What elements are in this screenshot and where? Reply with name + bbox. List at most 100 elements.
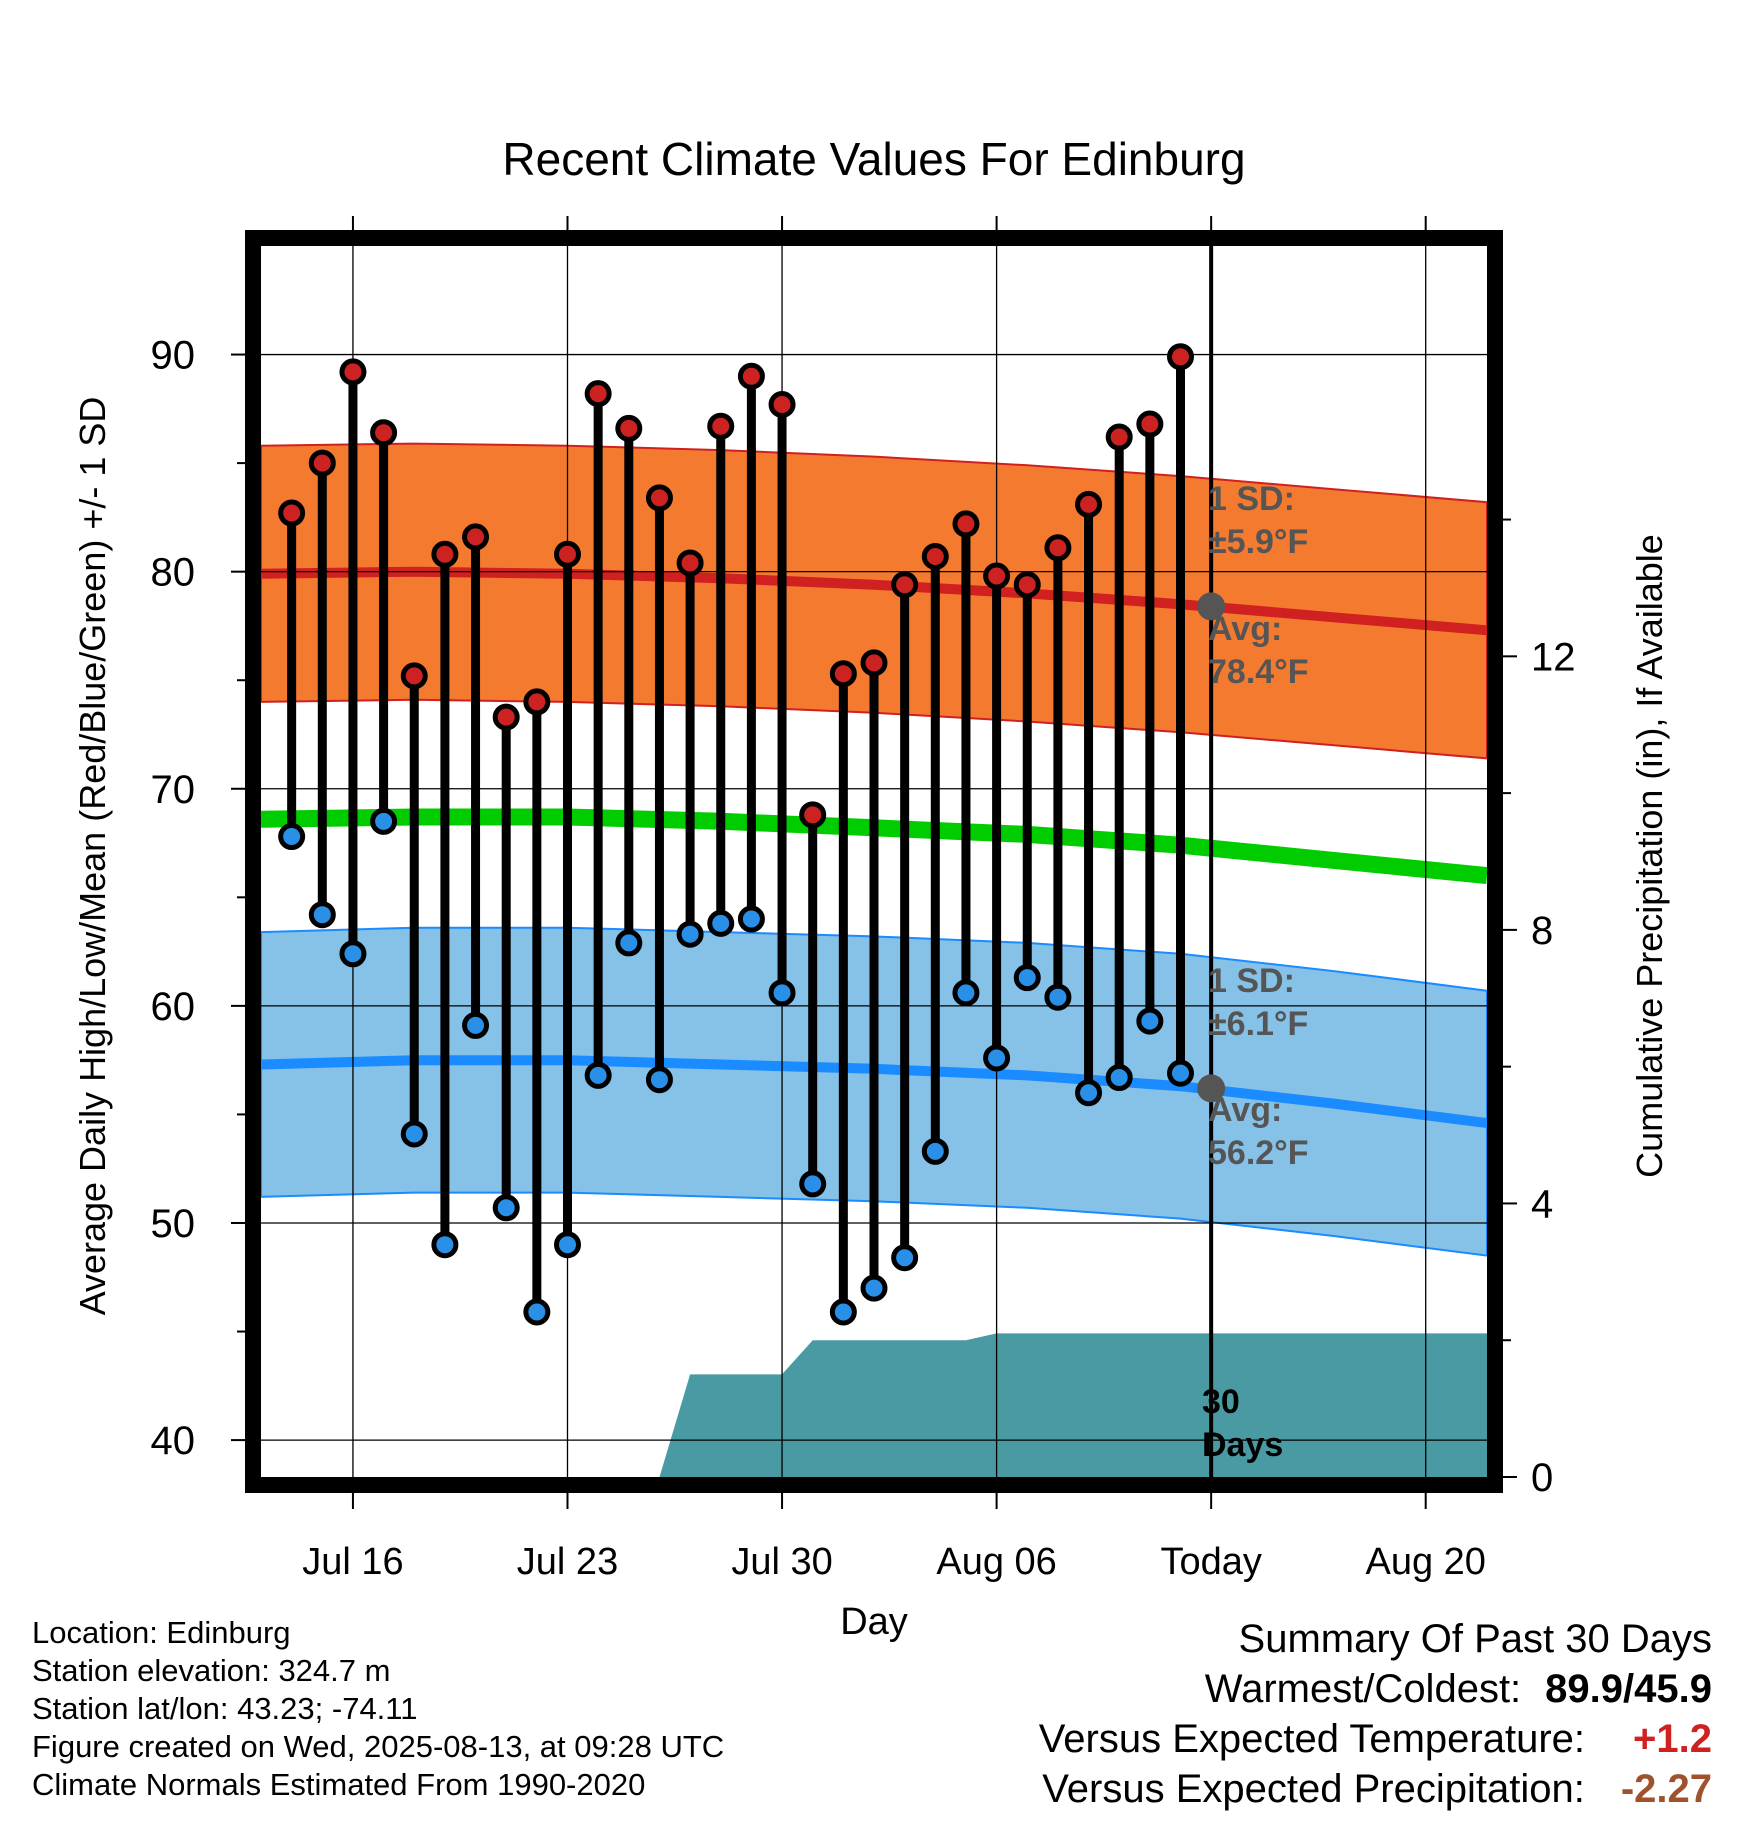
days-count: 30 xyxy=(1202,1383,1240,1421)
low-temp-point xyxy=(615,929,643,957)
daily-temperature-marks xyxy=(278,343,1194,1326)
y2-tick-label: 12 xyxy=(1531,635,1576,679)
high-temp-point xyxy=(1167,343,1194,371)
high-temp-point xyxy=(462,523,490,551)
precipitation-area xyxy=(659,1333,1487,1477)
y-tick-label: 50 xyxy=(151,1202,196,1246)
high-temp-point xyxy=(523,688,551,716)
low-temp-point xyxy=(1167,1059,1194,1087)
high-temp-point xyxy=(400,662,428,690)
high-temp-point xyxy=(492,703,520,731)
y-tick-label: 90 xyxy=(151,334,196,378)
high-temp-point xyxy=(339,358,367,386)
low-temp-point xyxy=(1075,1079,1103,1107)
band-annotations: 1 SD: ±5.9°F Avg: 78.4°F 1 SD: ±6.1°F Av… xyxy=(1202,480,1309,1464)
y-tick-label: 60 xyxy=(151,985,196,1029)
x-tick-label: Jul 16 xyxy=(302,1541,403,1583)
warm-cold-value: 89.9/45.9 xyxy=(1545,1667,1712,1711)
high-temp-point xyxy=(645,484,673,512)
normals-text: Climate Normals Estimated From 1990-2020 xyxy=(32,1767,646,1802)
high-temp-point xyxy=(768,390,796,418)
low-temp-point xyxy=(952,979,980,1007)
precip-label: Versus Expected Precipitation: xyxy=(1042,1767,1585,1811)
high-avg-title: Avg: xyxy=(1208,610,1282,648)
low-temp-point xyxy=(676,920,704,948)
high-temp-point xyxy=(431,540,459,568)
low-temp-point xyxy=(645,1066,673,1094)
plot-frame xyxy=(245,230,1503,1493)
low-temp-point xyxy=(400,1120,428,1148)
low-avg-value: 56.2°F xyxy=(1208,1134,1309,1172)
y2-tick-label: 8 xyxy=(1531,909,1553,953)
low-temp-point xyxy=(523,1298,551,1326)
summary-warm-cold: Warmest/Coldest: 89.9/45.9 xyxy=(812,1664,1712,1714)
high-temp-point xyxy=(952,510,980,538)
temp-value: +1.2 xyxy=(1633,1717,1712,1761)
low-temp-point xyxy=(860,1274,888,1302)
high-normal-line xyxy=(260,566,1488,636)
today-low-avg-dot xyxy=(1197,1074,1226,1103)
low-avg-title: Avg: xyxy=(1208,1091,1282,1129)
low-temp-point xyxy=(492,1194,520,1222)
low-temp-point xyxy=(584,1061,612,1089)
today-line xyxy=(1197,246,1226,1477)
high-temp-point xyxy=(1105,423,1133,451)
high-temp-point xyxy=(1013,571,1041,599)
high-temp-point xyxy=(737,362,765,390)
high-temp-point xyxy=(829,660,857,688)
x-tick-label: Aug 06 xyxy=(936,1541,1056,1583)
low-temp-point xyxy=(339,940,367,968)
y2-tick-label: 0 xyxy=(1531,1456,1553,1500)
warm-cold-label: Warmest/Coldest: xyxy=(1204,1667,1522,1711)
low-temp-point xyxy=(431,1231,459,1259)
chart-title: Recent Climate Values For Edinburg xyxy=(502,133,1245,185)
y2-axis-label: Cumulative Precipitation (in), If Availa… xyxy=(1629,534,1670,1178)
low-temp-point xyxy=(1013,964,1041,992)
high-temp-point xyxy=(1075,490,1103,518)
low-temp-point xyxy=(278,823,306,851)
high-temp-point xyxy=(1044,534,1072,562)
axes: 40 50 60 70 80 90 0 4 8 12 Jul 16 Jul 23 Jul 30 Aug 0… xyxy=(151,216,1576,1583)
summary-temp: Versus Expected Temperature: +1.2 xyxy=(812,1714,1712,1764)
location-text: Location: Edinburg xyxy=(32,1615,291,1650)
x-tick-label: Jul 23 xyxy=(517,1541,618,1583)
x-tick-label: Today xyxy=(1160,1541,1261,1583)
low-temp-point xyxy=(462,1011,490,1039)
x-tick-label: Jul 30 xyxy=(731,1541,832,1583)
low-temp-point xyxy=(308,901,336,929)
high-temp-point xyxy=(676,549,704,577)
x-tick-label: Aug 20 xyxy=(1365,1541,1485,1583)
high-sd-title: 1 SD: xyxy=(1208,480,1295,518)
temp-label: Versus Expected Temperature: xyxy=(1038,1717,1586,1761)
low-temp-point xyxy=(921,1137,949,1165)
high-temp-point xyxy=(983,562,1011,590)
high-temp-point xyxy=(1136,410,1164,438)
summary-title: Summary Of Past 30 Days xyxy=(1238,1617,1712,1661)
high-temp-point xyxy=(799,801,827,829)
days-label: Days xyxy=(1202,1426,1283,1464)
low-temp-point xyxy=(554,1231,581,1259)
low-temp-point xyxy=(1044,983,1072,1011)
high-temp-point xyxy=(615,414,643,442)
high-temp-point xyxy=(921,542,949,570)
x-axis-label: Day xyxy=(840,1601,908,1643)
today-high-avg-dot xyxy=(1197,592,1226,621)
high-temp-point xyxy=(278,499,306,527)
low-temp-point xyxy=(768,979,796,1007)
high-temp-point xyxy=(860,649,888,677)
high-temp-point xyxy=(584,380,612,408)
low-temp-point xyxy=(799,1170,827,1198)
created-text: Figure created on Wed, 2025-08-13, at 09… xyxy=(32,1729,725,1764)
low-temp-point xyxy=(737,905,765,933)
precip-value: -2.27 xyxy=(1620,1767,1712,1811)
low-temp-point xyxy=(983,1044,1011,1072)
y-tick-label: 80 xyxy=(151,551,196,595)
station-info: Location: Edinburg Station elevation: 32… xyxy=(32,1614,932,1804)
high-temp-point xyxy=(554,540,581,568)
high-temp-point xyxy=(707,412,735,440)
precipitation-fill xyxy=(659,1333,1487,1477)
y-tick-label: 70 xyxy=(151,768,196,812)
summary-panel: Summary Of Past 30 Days Warmest/Coldest:… xyxy=(812,1614,1712,1814)
y-tick-label: 40 xyxy=(151,1419,196,1463)
